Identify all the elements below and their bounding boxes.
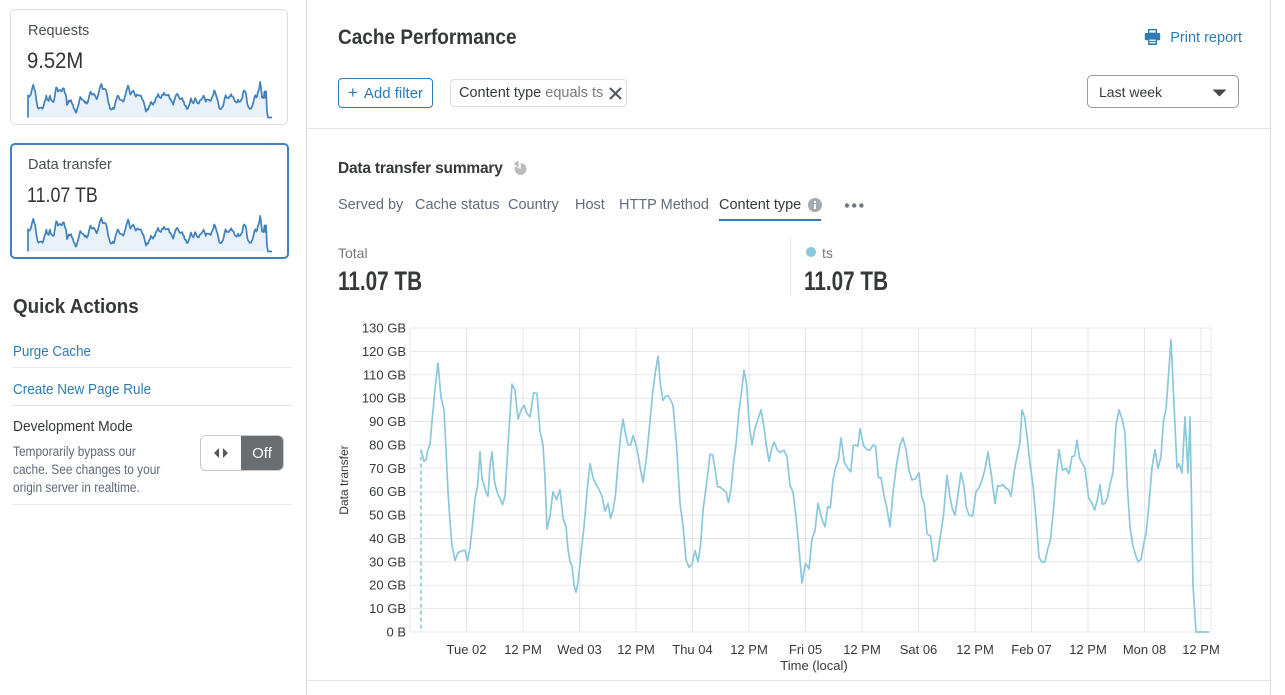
svg-text:Mon 08: Mon 08 bbox=[1123, 642, 1166, 657]
svg-text:12 PM: 12 PM bbox=[617, 642, 655, 657]
svg-text:Thu 04: Thu 04 bbox=[672, 642, 712, 657]
svg-text:Feb 07: Feb 07 bbox=[1011, 642, 1051, 657]
svg-text:110 GB: 110 GB bbox=[363, 367, 406, 382]
svg-text:12 PM: 12 PM bbox=[504, 642, 542, 657]
svg-text:10 GB: 10 GB bbox=[369, 601, 406, 616]
svg-text:120 GB: 120 GB bbox=[362, 344, 406, 359]
svg-text:Data transfer: Data transfer bbox=[337, 445, 351, 514]
svg-text:12 PM: 12 PM bbox=[1069, 642, 1107, 657]
svg-text:12 PM: 12 PM bbox=[1182, 642, 1220, 657]
svg-text:Tue 02: Tue 02 bbox=[447, 642, 487, 657]
svg-text:Time (local): Time (local) bbox=[780, 658, 847, 673]
svg-text:80 GB: 80 GB bbox=[369, 437, 406, 452]
svg-text:Wed 03: Wed 03 bbox=[557, 642, 602, 657]
svg-text:60 GB: 60 GB bbox=[369, 484, 406, 499]
svg-text:20 GB: 20 GB bbox=[369, 578, 406, 593]
svg-text:0 B: 0 B bbox=[386, 625, 406, 640]
svg-text:50 GB: 50 GB bbox=[369, 508, 406, 523]
svg-text:12 PM: 12 PM bbox=[956, 642, 994, 657]
svg-text:12 PM: 12 PM bbox=[730, 642, 768, 657]
svg-text:Fri 05: Fri 05 bbox=[789, 642, 822, 657]
svg-text:100 GB: 100 GB bbox=[362, 391, 406, 406]
svg-text:Sat 06: Sat 06 bbox=[900, 642, 938, 657]
svg-text:90 GB: 90 GB bbox=[369, 414, 406, 429]
svg-text:70 GB: 70 GB bbox=[369, 461, 406, 476]
svg-text:40 GB: 40 GB bbox=[369, 531, 406, 546]
svg-text:30 GB: 30 GB bbox=[369, 554, 406, 569]
svg-text:12 PM: 12 PM bbox=[843, 642, 881, 657]
svg-text:130 GB: 130 GB bbox=[362, 321, 406, 336]
